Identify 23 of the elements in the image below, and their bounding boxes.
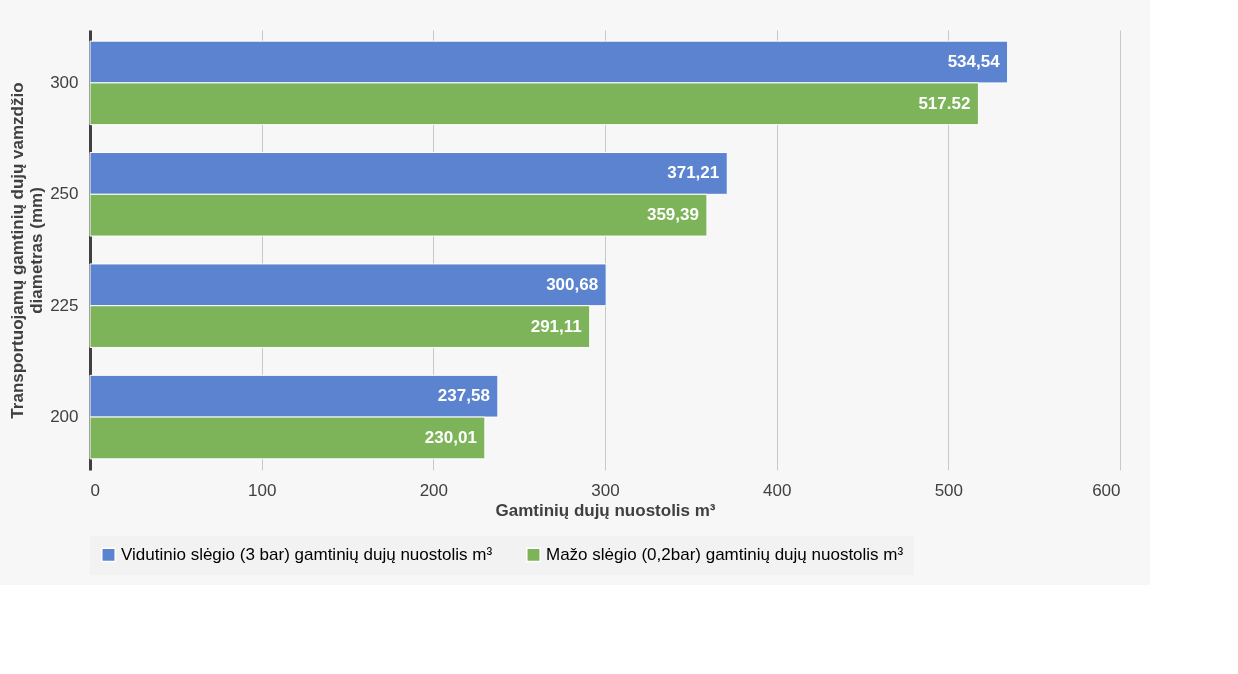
- y-tick-label: 250: [50, 184, 79, 204]
- x-tick-label: 100: [247, 480, 277, 500]
- y-axis-title: Transportuojamų gamtinių dujų vamzdžio diametras (mm): [8, 82, 47, 419]
- x-axis-title: Gamtinių dujų nuostolis m³: [495, 500, 716, 520]
- data-label: 359,39: [646, 205, 699, 225]
- x-tick-label: 600: [1092, 480, 1121, 500]
- x-tick-label: 400: [762, 480, 792, 500]
- data-label: 230,01: [424, 427, 477, 447]
- data-label: 300,68: [546, 274, 599, 294]
- x-tick-label: 200: [419, 480, 449, 500]
- data-label: 237,58: [437, 386, 490, 406]
- x-tick-label: 0: [90, 480, 100, 500]
- x-tick-label: 500: [934, 480, 964, 500]
- data-label: 291,11: [530, 316, 582, 336]
- legend-label: Mažo slėgio (0,2bar) gamtinių dujų nuostolis m³: [546, 544, 904, 564]
- x-tick-label: 300: [591, 480, 620, 500]
- data-label: 371,21: [667, 163, 720, 183]
- y-tick-label: 200: [50, 407, 79, 427]
- y-tick-label: 225: [50, 295, 79, 315]
- data-label: 534,54: [947, 52, 1001, 72]
- y-tick-label: 300: [50, 72, 79, 92]
- legend-label: Vidutinio slėgio (3 bar) gamtinių dujų nuostolis m³: [121, 544, 493, 564]
- data-label: 517.52: [918, 93, 971, 113]
